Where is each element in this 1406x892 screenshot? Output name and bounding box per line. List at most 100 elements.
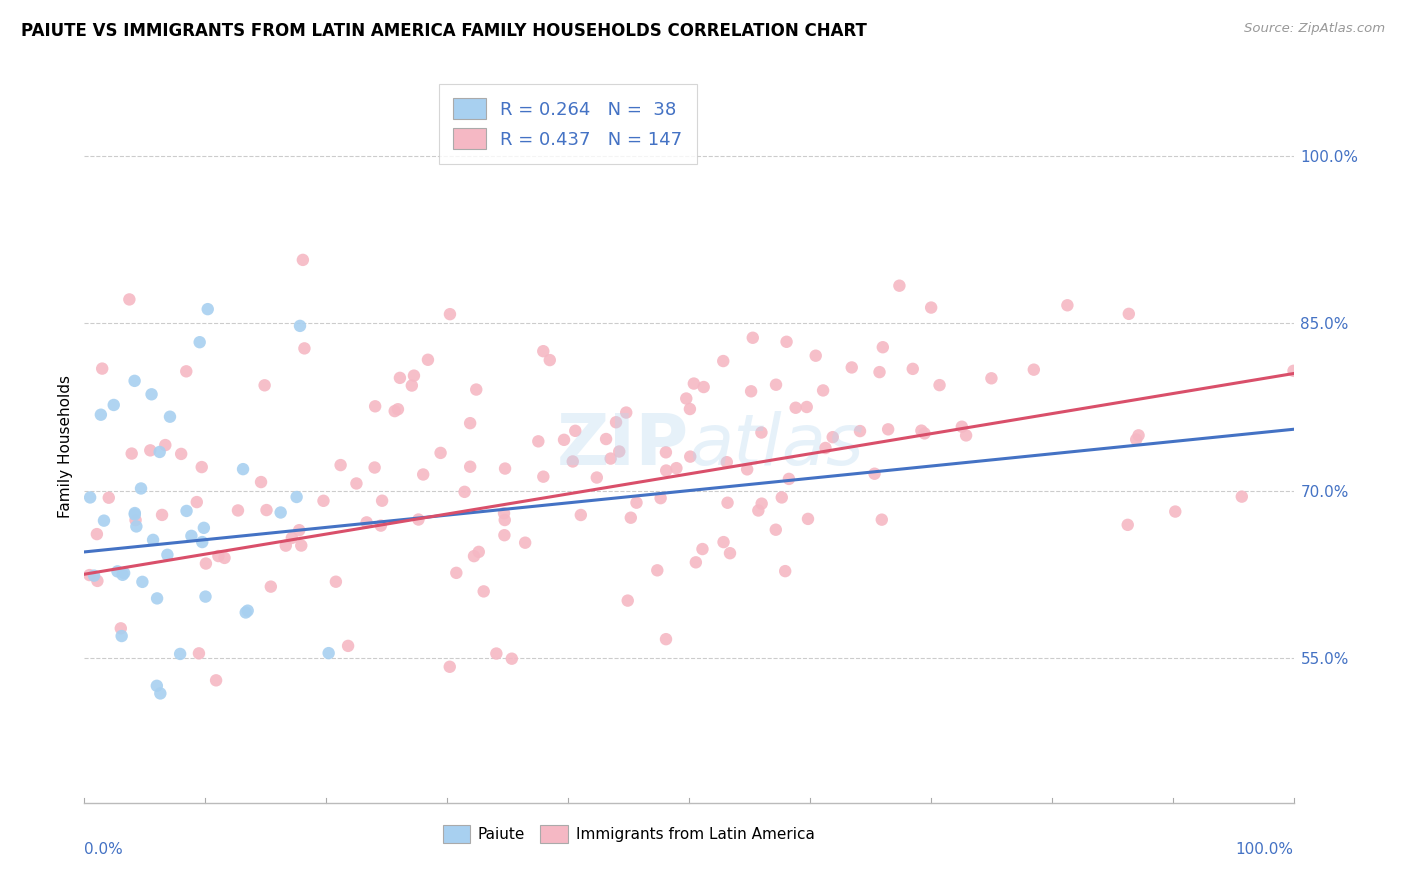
Point [501,651,523,665]
Point [124,513,146,527]
Point [1118,307,1140,321]
Point [91,361,114,376]
Text: 100.0%: 100.0% [1236,842,1294,856]
Point [841,360,863,375]
Point [86,574,108,588]
Point [188,335,211,350]
Point [740,384,762,399]
Point [285,490,308,504]
Point [93,514,115,528]
Point [125,519,148,533]
Point [312,493,335,508]
Point [770,491,793,505]
Point [408,512,430,526]
Point [429,446,451,460]
Point [492,506,515,520]
Point [387,402,409,417]
Point [869,365,891,379]
Point [920,301,942,315]
Point [872,340,894,354]
Point [553,433,575,447]
Point [821,430,844,444]
Point [889,278,911,293]
Point [214,550,236,565]
Point [765,377,787,392]
Point [863,467,886,481]
Point [190,460,212,475]
Point [494,513,516,527]
Point [110,621,132,635]
Point [1056,298,1078,312]
Point [870,513,893,527]
Point [682,376,704,391]
Point [655,463,678,477]
Point [416,352,439,367]
Point [256,503,278,517]
Point [713,535,735,549]
Point [156,548,179,562]
Point [751,425,773,440]
Point [692,542,714,557]
Point [814,441,837,455]
Text: Source: ZipAtlas.com: Source: ZipAtlas.com [1244,22,1385,36]
Point [236,604,259,618]
Point [402,368,425,383]
Point [914,426,936,441]
Point [463,549,485,563]
Point [329,458,352,472]
Point [716,455,738,469]
Point [679,450,702,464]
Point [197,302,219,317]
Text: atlas: atlas [689,411,863,481]
Point [1128,428,1150,442]
Point [685,555,707,569]
Point [111,567,134,582]
Point [620,510,643,524]
Point [439,307,461,321]
Point [1230,490,1253,504]
Point [616,593,638,607]
Point [797,512,820,526]
Point [232,462,254,476]
Point [79,491,101,505]
Point [250,475,273,489]
Point [531,469,554,483]
Point [281,531,304,545]
Point [527,434,550,449]
Point [735,462,758,476]
Point [124,374,146,388]
Point [290,539,312,553]
Point [176,504,198,518]
Point [811,384,834,398]
Point [569,508,592,522]
Point [155,438,177,452]
Point [675,392,697,406]
Point [170,447,193,461]
Point [318,646,340,660]
Point [370,518,392,533]
Point [775,334,797,349]
Point [187,646,209,660]
Point [605,415,627,429]
Text: 0.0%: 0.0% [84,842,124,856]
Point [472,584,495,599]
Text: PAIUTE VS IMMIGRANTS FROM LATIN AMERICA FAMILY HOUSEHOLDS CORRELATION CHART: PAIUTE VS IMMIGRANTS FROM LATIN AMERICA … [21,22,868,40]
Point [129,482,152,496]
Point [149,445,172,459]
Point [804,349,827,363]
Point [103,398,125,412]
Point [614,406,637,420]
Point [458,459,481,474]
Point [538,353,561,368]
Point [97,491,120,505]
Point [468,545,491,559]
Legend: Paiute, Immigrants from Latin America: Paiute, Immigrants from Latin America [436,819,821,848]
Point [1125,433,1147,447]
Point [83,568,105,582]
Point [458,416,481,430]
Text: ZIP: ZIP [557,411,689,481]
Point [645,563,668,577]
Point [363,460,385,475]
Point [364,399,387,413]
Point [141,387,163,401]
